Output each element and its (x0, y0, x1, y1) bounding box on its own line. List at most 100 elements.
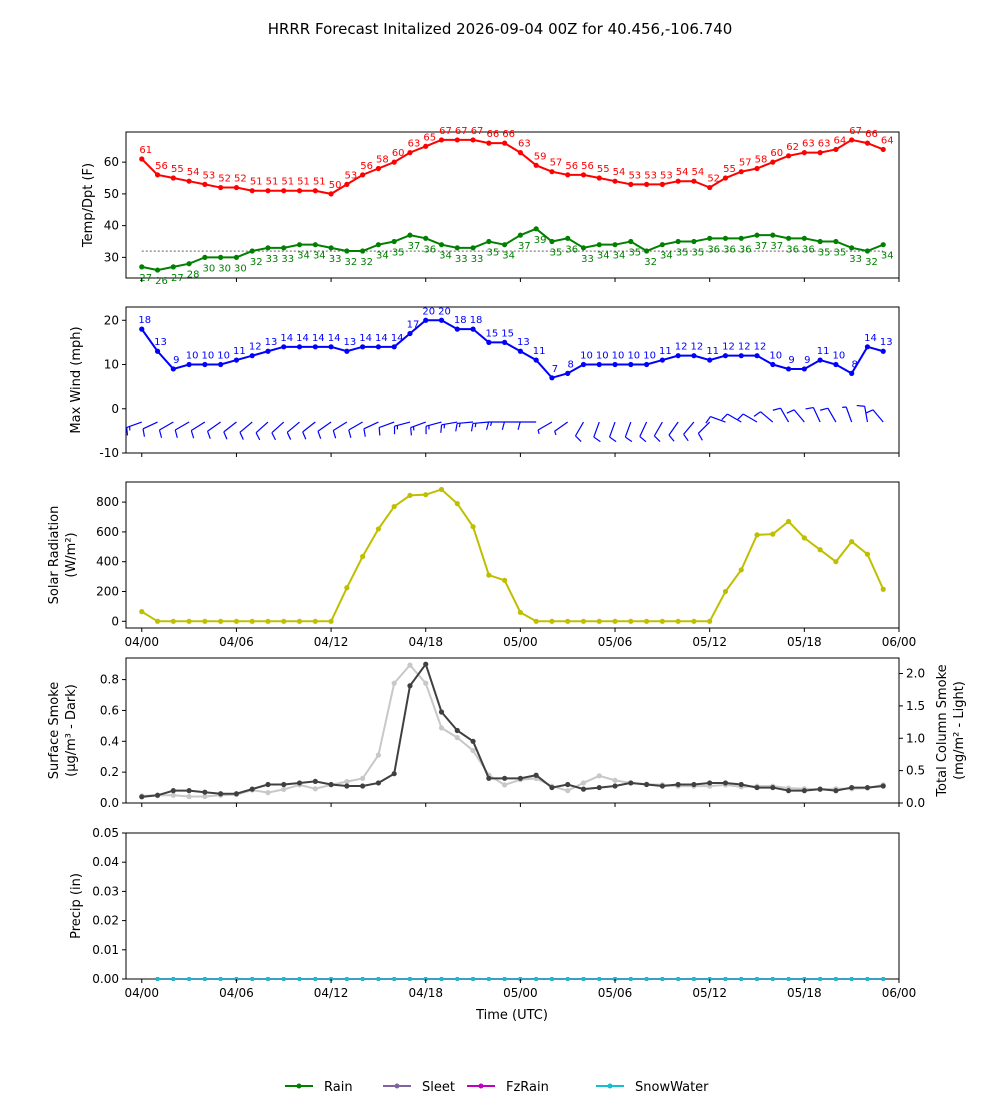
wind-y-axis-label: Max Wind (mph) (69, 326, 84, 433)
wind-label: 14 (359, 333, 372, 344)
precip-snowwater-point (786, 977, 791, 981)
max-wind-point (360, 344, 366, 350)
x-tick-label: 05/00 (503, 635, 538, 649)
dewpoint-point (344, 248, 350, 254)
dewpoint-label: 34 (660, 251, 673, 262)
dewpoint-point (770, 232, 776, 238)
wind-barb-flag (455, 423, 458, 432)
max-wind-point (596, 361, 602, 368)
temperature-point (659, 181, 665, 187)
max-wind-point (849, 370, 855, 376)
max-wind-point (328, 344, 334, 350)
y-tick-label: 30 (104, 250, 119, 264)
temperature-point (801, 150, 807, 156)
solar-radiation-point (454, 501, 460, 507)
x-tick-label: 04/06 (219, 986, 254, 1000)
legend-marker (607, 1083, 613, 1089)
y-tick-label: 0.8 (100, 673, 119, 687)
solar-radiation-point (154, 618, 161, 624)
dewpoint-label: 34 (439, 251, 452, 262)
temperature-point (170, 175, 176, 181)
dewpoint-label: 34 (597, 251, 610, 262)
wind-barb (639, 421, 648, 443)
dewpoint-point (833, 238, 839, 245)
y2-tick-label: 0.5 (906, 764, 925, 778)
total-column-smoke-line (141, 663, 884, 798)
temperature-point (486, 140, 492, 146)
wind-barb (501, 421, 521, 430)
temperature-label: 53 (203, 170, 216, 181)
dewpoint-point (438, 242, 445, 248)
max-wind-point (707, 357, 713, 363)
wind-barb (206, 421, 221, 439)
x-tick-label: 05/12 (692, 986, 727, 1000)
temperature-label: 67 (471, 126, 484, 137)
temperature-label: 60 (770, 148, 783, 159)
wind-label: 10 (627, 351, 640, 362)
precip-snowwater-point (439, 977, 444, 981)
surface-smoke-point (502, 775, 508, 781)
surface-smoke-point (754, 784, 760, 791)
dewpoint-point (565, 235, 571, 241)
wind-barb-shaft (174, 421, 190, 431)
max-wind-point (643, 361, 650, 368)
wind-label: 11 (706, 346, 719, 357)
max-wind-point (754, 353, 760, 359)
wind-barb-shaft (668, 421, 679, 436)
dewpoint-label: 36 (723, 244, 736, 255)
max-wind-point (486, 339, 492, 345)
temperature-point (502, 140, 508, 146)
max-wind-point (438, 317, 445, 323)
temperature-label: 51 (266, 177, 279, 188)
legend-label: Rain (324, 1080, 353, 1095)
solar-radiation-point (170, 618, 176, 624)
solar-radiation-point (249, 618, 255, 624)
total-column-smoke-point (170, 792, 176, 798)
dewpoint-point (643, 248, 650, 254)
wind-label: 11 (817, 346, 830, 357)
wind-barb (574, 421, 585, 442)
surface-smoke-point (470, 738, 476, 744)
temperature-label: 55 (597, 164, 610, 175)
surface-smoke-point (328, 781, 334, 788)
dewpoint-point (407, 232, 413, 238)
wind-barb-flag (683, 433, 689, 442)
wind-label: 14 (280, 333, 293, 344)
temperature-point (628, 181, 634, 187)
precip-snowwater-point (407, 977, 412, 981)
temp-y-axis-label-line: Temp/Dpt (F) (81, 163, 96, 248)
temperature-label: 52 (234, 174, 247, 185)
dewpoint-label: 37 (755, 241, 768, 252)
surface-smoke-point (691, 781, 697, 788)
precip-snowwater-point (581, 977, 586, 981)
max-wind-point (722, 353, 729, 359)
smoke-plot-frame (125, 657, 900, 804)
wind-barb-flag (820, 407, 829, 411)
y-tick-label: 200 (96, 585, 119, 599)
x-tick-label: 06/00 (882, 986, 917, 1000)
dewpoint-label: 35 (628, 248, 641, 259)
wind-barb-flag (158, 429, 163, 438)
dewpoint-point (312, 242, 318, 248)
dewpoint-label: 33 (849, 254, 862, 265)
precip-snowwater-point (455, 977, 460, 981)
dewpoint-point (202, 254, 208, 260)
dewpoint-label: 28 (187, 270, 200, 281)
precip-snowwater-point (755, 977, 760, 981)
max-wind-point (344, 348, 350, 354)
temperature-point (580, 172, 587, 178)
precip-snowwater-point (187, 977, 192, 981)
x-tick-label: 04/12 (314, 635, 349, 649)
wind-barb-flag (517, 421, 521, 430)
wind-label: 10 (833, 351, 846, 362)
wind-barb (705, 415, 726, 424)
wind-label: 12 (738, 342, 751, 353)
solar-radiation-point (407, 492, 413, 499)
wind-barb-shaft (271, 421, 285, 434)
temperature-label: 53 (644, 170, 657, 181)
wind-barb-shaft (239, 421, 253, 433)
solar-radiation-point (202, 618, 208, 624)
wind-barb (786, 409, 805, 423)
dewpoint-label: 36 (707, 244, 720, 255)
surface-smoke-point (360, 783, 366, 789)
